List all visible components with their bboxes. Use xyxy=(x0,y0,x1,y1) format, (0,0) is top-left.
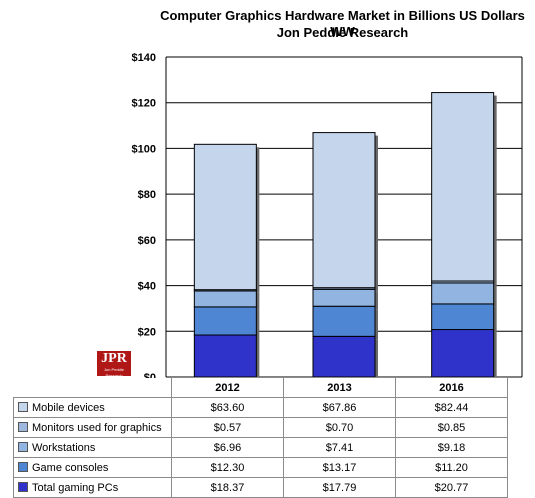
data-label: $0.70 xyxy=(283,417,396,438)
data-label: $82.44 xyxy=(395,397,508,418)
bar-segment xyxy=(193,334,257,378)
y-tick-label: $20 xyxy=(138,326,156,338)
data-label: $7.41 xyxy=(283,437,396,458)
chart-subtitle: Jon Peddie Research xyxy=(276,25,409,40)
data-label: $0.85 xyxy=(395,417,508,438)
legend-entry: Game consoles xyxy=(13,457,172,478)
bar-segment xyxy=(431,92,495,282)
bar-segment xyxy=(312,305,376,337)
bar-segment xyxy=(193,290,257,308)
y-tick-label: $120 xyxy=(132,98,156,110)
bar-segment xyxy=(312,288,376,307)
legend-swatch xyxy=(18,461,28,472)
x-tick-label: 2013 xyxy=(283,377,396,398)
table-row-consoles: Game consoles $12.30 $13.17 $11.20 xyxy=(13,457,508,478)
table-row-workstations: Workstations $6.96 $7.41 $9.18 xyxy=(13,437,508,458)
data-label: $11.20 xyxy=(395,457,508,478)
legend-entry: Total gaming PCs xyxy=(13,477,172,498)
data-label: $6.96 xyxy=(171,437,284,458)
y-tick-label: $0 xyxy=(144,372,156,378)
x-tick-label: 2016 xyxy=(395,377,508,398)
legend-entry: Monitors used for graphics xyxy=(13,417,172,438)
chart-title: Computer Graphics Hardware Market in Bil… xyxy=(160,8,525,39)
y-tick-label: $100 xyxy=(132,143,156,155)
data-label: $12.30 xyxy=(171,457,284,478)
legend-swatch xyxy=(18,481,28,492)
data-table: 2012 2013 2016 Mobile devices $63.60 $67… xyxy=(13,377,508,498)
chart-area: $0 $20 $40 $60 $80 $100 $120 $140 xyxy=(132,52,523,378)
data-label: $13.17 xyxy=(283,457,396,478)
table-row-pcs: Total gaming PCs $18.37 $17.79 $20.77 xyxy=(13,477,508,498)
data-label: $17.79 xyxy=(283,477,396,498)
bar-segment xyxy=(431,282,495,305)
data-label: $0.57 xyxy=(171,417,284,438)
data-label: $18.37 xyxy=(171,477,284,498)
table-row-mobile: Mobile devices $63.60 $67.86 $82.44 xyxy=(13,397,508,418)
legend-swatch xyxy=(18,401,28,412)
table-row-monitors: Monitors used for graphics $0.57 $0.70 $… xyxy=(13,417,508,438)
bar-segment xyxy=(193,306,257,336)
data-label: $67.86 xyxy=(283,397,396,418)
bar-segment xyxy=(193,143,257,291)
legend-entry: Workstations xyxy=(13,437,172,458)
y-tick-label: $80 xyxy=(138,189,156,201)
legend-swatch xyxy=(18,421,28,432)
x-tick-label: 2012 xyxy=(171,377,284,398)
y-tick-label: $40 xyxy=(138,281,156,293)
y-tick-label: $140 xyxy=(132,52,156,64)
bar-segment xyxy=(312,132,376,289)
data-label: $20.77 xyxy=(395,477,508,498)
bar-segment xyxy=(312,335,376,378)
legend-entry: Mobile devices xyxy=(13,397,172,418)
bar-segment xyxy=(431,303,495,331)
bar-segment xyxy=(431,329,495,378)
jpr-logo: JPR Jon Peddie Research xyxy=(97,351,131,378)
y-tick-label: $60 xyxy=(138,235,156,247)
legend-swatch xyxy=(18,441,28,452)
table-header-row: 2012 2013 2016 xyxy=(13,377,508,398)
data-label: $9.18 xyxy=(395,437,508,458)
bar-stacks xyxy=(193,92,497,378)
y-axis-labels: $0 $20 $40 $60 $80 $100 $120 $140 xyxy=(132,52,156,378)
data-label: $63.60 xyxy=(171,397,284,418)
